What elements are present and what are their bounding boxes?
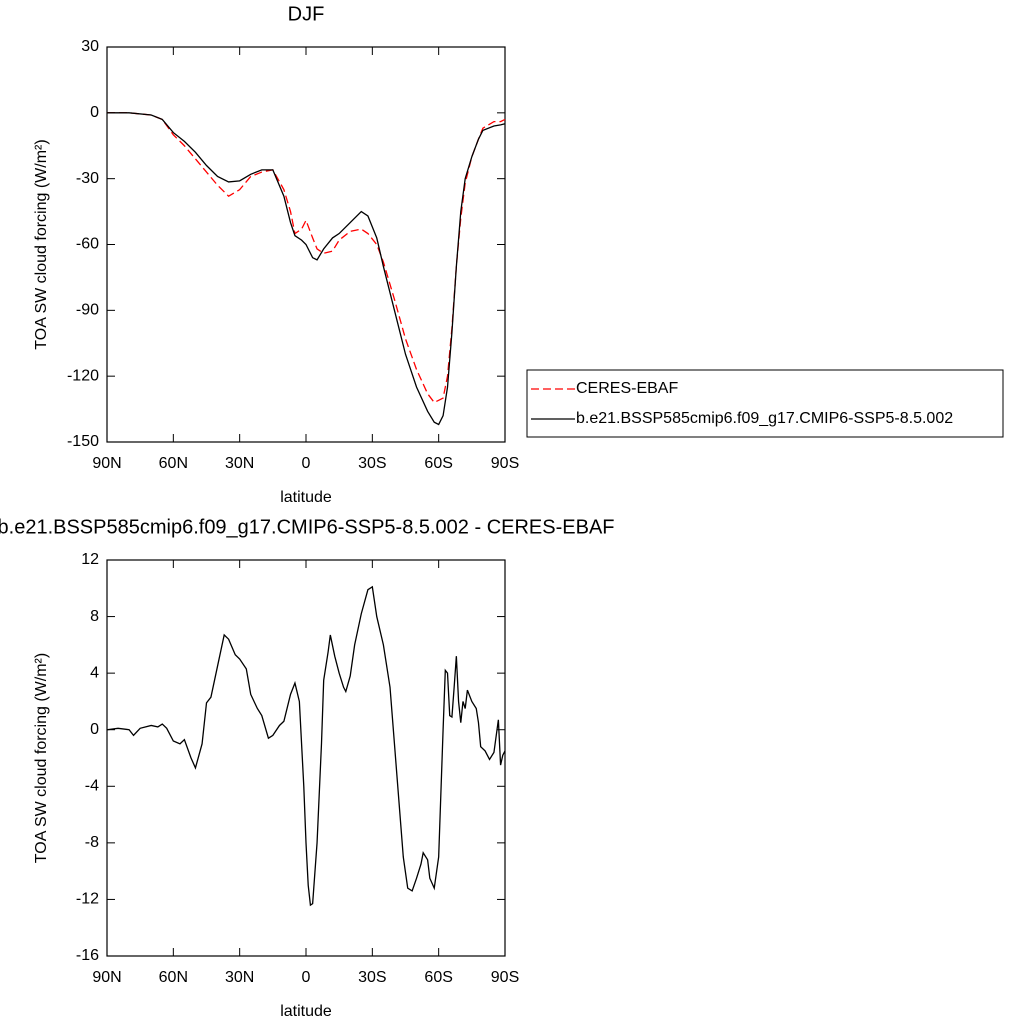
y-axis-label: TOA SW cloud forcing (W/m²): [33, 139, 50, 349]
y-tick-label: 12: [81, 551, 99, 568]
x-tick-label: 60N: [159, 455, 188, 472]
x-tick-label: 90N: [92, 969, 121, 986]
y-axis-label: TOA SW cloud forcing (W/m²): [33, 653, 50, 863]
chart-title: b.e21.BSSP585cmip6.f09_g17.CMIP6-SSP5-8.…: [0, 516, 614, 538]
y-tick-label: -150: [67, 433, 99, 450]
x-tick-label: 0: [302, 969, 311, 986]
y-tick-label: -60: [76, 236, 99, 253]
x-tick-label: 60S: [424, 969, 452, 986]
data-line: [107, 112, 506, 404]
x-tick-label: 0: [302, 455, 311, 472]
x-tick-label: 90N: [92, 455, 121, 472]
y-tick-label: -4: [85, 778, 99, 795]
x-tick-label: 30N: [225, 969, 254, 986]
chart-title: DJF: [288, 3, 325, 25]
legend-label: b.e21.BSSP585cmip6.f09_g17.CMIP6-SSP5-8.…: [576, 410, 953, 427]
legend-box: [526, 369, 1004, 438]
y-tick-label: -16: [76, 947, 99, 964]
y-tick-label: 0: [90, 104, 99, 121]
y-tick-label: 4: [90, 664, 99, 681]
x-tick-label: 30S: [358, 455, 386, 472]
y-tick-label: -120: [67, 367, 99, 384]
legend-label: CERES-EBAF: [576, 380, 678, 397]
y-tick-label: 30: [81, 38, 99, 55]
x-tick-label: 90S: [491, 969, 519, 986]
data-line: [107, 112, 506, 426]
y-tick-label: -8: [85, 834, 99, 851]
data-line: [106, 585, 506, 907]
y-tick-label: -30: [76, 170, 99, 187]
x-axis-label: latitude: [280, 489, 332, 506]
plot-frame: [106, 559, 506, 957]
x-tick-label: 30S: [358, 969, 386, 986]
x-tick-label: 30N: [225, 455, 254, 472]
x-tick-label: 90S: [491, 455, 519, 472]
y-tick-label: 8: [90, 608, 99, 625]
y-tick-label: -12: [76, 891, 99, 908]
x-tick-label: 60N: [159, 969, 188, 986]
x-tick-label: 60S: [424, 455, 452, 472]
x-axis-label: latitude: [280, 1003, 332, 1020]
y-tick-label: -90: [76, 302, 99, 319]
y-tick-label: 0: [90, 721, 99, 738]
